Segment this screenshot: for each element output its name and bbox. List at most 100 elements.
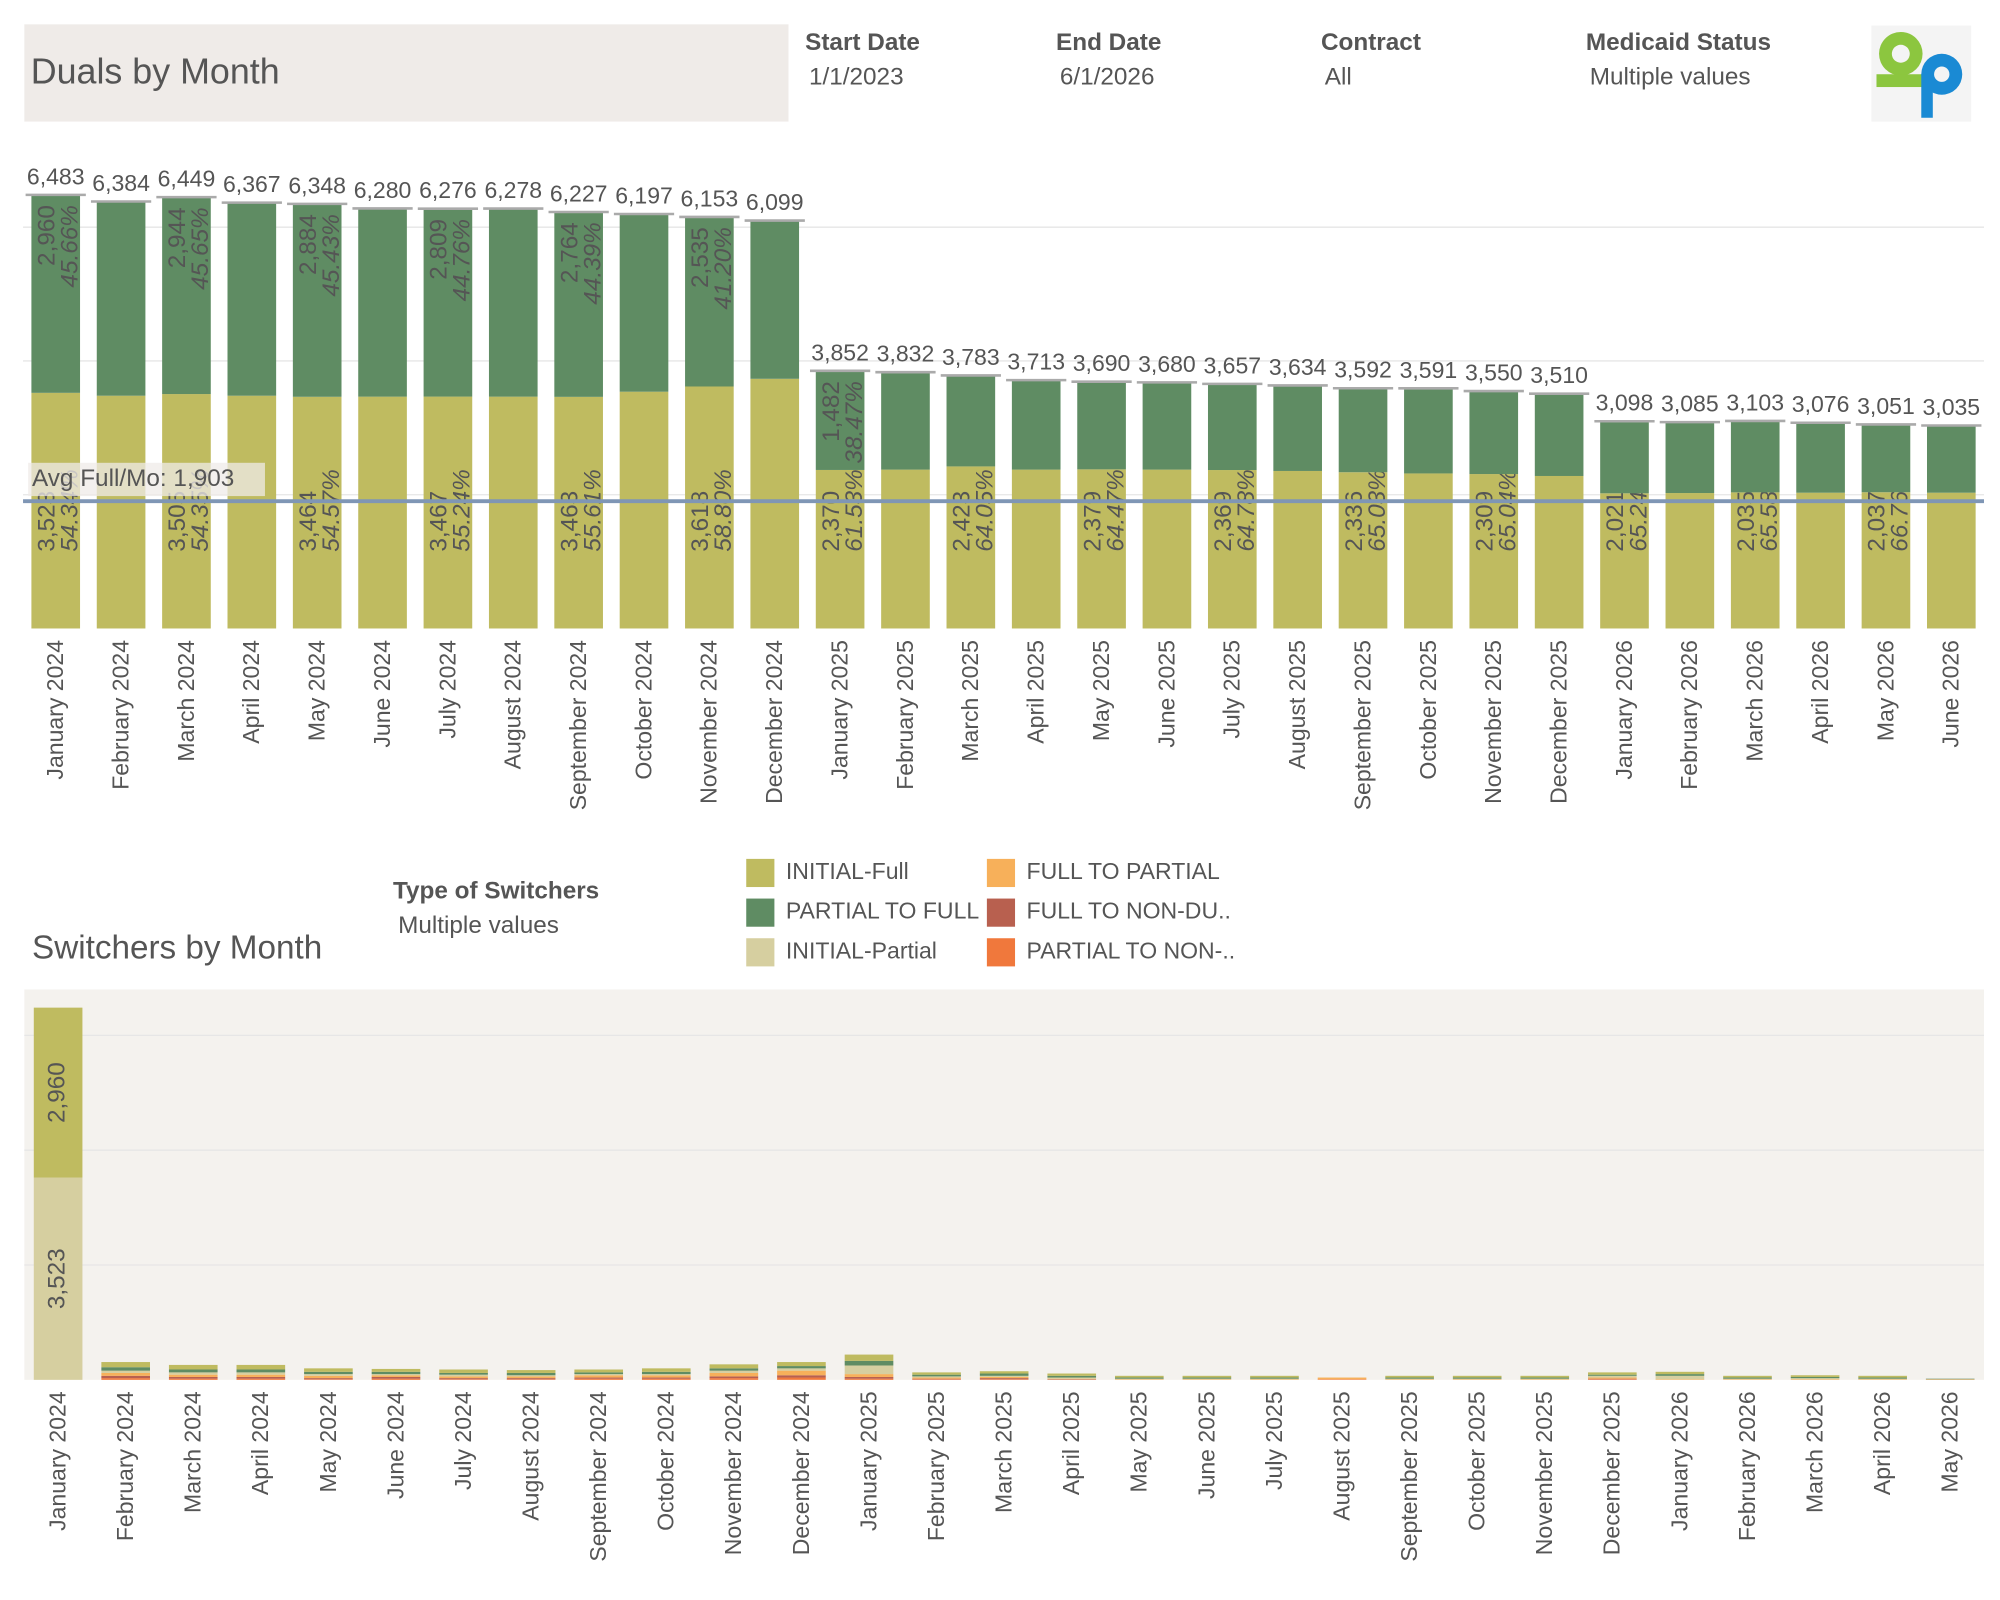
legend-label[interactable]: FULL TO NON-DU.. xyxy=(1027,898,1231,924)
x-tick-label: April 2025 xyxy=(1058,1391,1084,1495)
x-tick-label: December 2024 xyxy=(761,640,787,804)
logo-g-hole xyxy=(1891,44,1910,63)
filter-value[interactable]: All xyxy=(1325,64,1352,91)
bar-segment xyxy=(304,1378,353,1380)
bar-segment xyxy=(1861,492,1911,629)
x-tick-label: February 2024 xyxy=(112,1391,138,1541)
bar-segment xyxy=(979,1378,1029,1380)
legend-swatch[interactable] xyxy=(986,858,1016,888)
bar-segment xyxy=(641,1375,691,1378)
bar-segment xyxy=(1858,1379,1907,1380)
bar-segment xyxy=(168,1378,218,1380)
legend-label[interactable]: PARTIAL TO NON-.. xyxy=(1027,937,1236,963)
bar-segment xyxy=(979,1375,1029,1377)
total-label: 6,227 xyxy=(550,180,608,206)
filter-value[interactable]: 6/1/2026 xyxy=(1060,64,1155,91)
bar-segment xyxy=(1114,1378,1164,1380)
value-label: 3,523 xyxy=(44,1248,71,1309)
filter-value[interactable]: Multiple values xyxy=(1590,64,1751,91)
x-tick-label: April 2026 xyxy=(1807,640,1833,744)
bar-segment xyxy=(777,1377,826,1380)
bar-segment xyxy=(304,1371,353,1375)
bar-segment xyxy=(101,1362,151,1368)
filter-value[interactable]: 1/1/2023 xyxy=(809,64,904,91)
logo xyxy=(1871,25,1972,122)
percent-label: 54.57% xyxy=(318,469,345,551)
legend-label[interactable]: FULL TO PARTIAL xyxy=(1027,858,1220,884)
bar-segment xyxy=(1723,1375,1772,1378)
bar-segment xyxy=(1655,1379,1705,1380)
bar-segment xyxy=(1452,1375,1502,1378)
value-label: 2,809 xyxy=(426,219,453,280)
total-label: 3,076 xyxy=(1792,391,1850,417)
x-tick-label: March 2024 xyxy=(180,1391,206,1513)
bar-segment xyxy=(1077,381,1126,470)
total-label: 3,852 xyxy=(811,339,869,365)
bar-segment xyxy=(1790,1378,1840,1380)
bar-segment xyxy=(709,1372,759,1377)
logo-p-stem xyxy=(1921,74,1933,118)
total-label: 6,483 xyxy=(27,163,85,189)
x-tick-label: November 2025 xyxy=(1531,1391,1557,1555)
legend-swatch[interactable] xyxy=(986,898,1016,927)
x-tick-label: November 2025 xyxy=(1480,640,1506,804)
percent-label: 41.20% xyxy=(710,227,737,309)
total-label: 3,690 xyxy=(1073,350,1131,376)
bar-segment xyxy=(641,1368,691,1372)
x-tick-label: December 2025 xyxy=(1545,640,1571,804)
bar-segment xyxy=(1077,469,1126,629)
x-tick-label: June 2025 xyxy=(1193,1391,1219,1499)
bar-segment xyxy=(101,1378,151,1380)
x-tick-label: October 2024 xyxy=(630,640,656,780)
bar-segment xyxy=(1114,1379,1164,1380)
value-label: 2,960 xyxy=(44,1062,71,1123)
bar-segment xyxy=(815,370,865,470)
x-tick-label: January 2026 xyxy=(1611,640,1637,780)
x-tick-label: June 2024 xyxy=(369,640,395,748)
bar-segment xyxy=(1730,492,1780,629)
bar-segment xyxy=(304,1379,353,1380)
bar-segment xyxy=(1665,493,1715,629)
total-label: 3,550 xyxy=(1465,359,1523,385)
bar-segment xyxy=(1047,1375,1097,1378)
x-tick-label: May 2024 xyxy=(304,640,330,741)
total-label: 3,634 xyxy=(1269,354,1327,380)
legend-swatch[interactable] xyxy=(746,898,775,927)
x-tick-label: August 2025 xyxy=(1284,640,1310,769)
bar-segment xyxy=(1534,393,1584,476)
bar-segment xyxy=(439,1378,488,1380)
bar-segment xyxy=(168,1376,218,1379)
bar-segment xyxy=(168,1369,218,1373)
bar-segment xyxy=(1047,1373,1097,1376)
bar-segment xyxy=(358,208,407,397)
total-label: 6,449 xyxy=(158,166,216,192)
bar-segment xyxy=(709,1364,759,1369)
bar-segment xyxy=(1317,1377,1367,1380)
bar-segment xyxy=(1926,492,1976,629)
legend-swatch[interactable] xyxy=(746,938,775,967)
bar-segment xyxy=(777,1368,826,1371)
bar-segment xyxy=(1250,1379,1299,1380)
bar-segment xyxy=(1404,473,1453,629)
bar-segment xyxy=(641,1374,691,1376)
legend-label[interactable]: INITIAL-Partial xyxy=(786,937,937,963)
filter-value[interactable]: Multiple values xyxy=(398,912,559,939)
bar-segment xyxy=(574,1369,624,1373)
bar-segment xyxy=(292,396,342,629)
legend-swatch[interactable] xyxy=(746,858,775,888)
bar-segment xyxy=(1655,1374,1705,1376)
bar-segment xyxy=(777,1362,826,1367)
legend-label[interactable]: PARTIAL TO FULL xyxy=(786,898,979,924)
legend-label[interactable]: INITIAL-Full xyxy=(786,858,909,884)
x-tick-label: October 2025 xyxy=(1464,1391,1490,1531)
legend-swatch[interactable] xyxy=(986,938,1016,967)
bar-segment xyxy=(750,378,800,629)
bar-segment xyxy=(371,1375,421,1377)
x-tick-label: October 2025 xyxy=(1415,640,1441,780)
bar-segment xyxy=(1469,391,1519,475)
bar-segment xyxy=(979,1371,1029,1374)
bar-segment xyxy=(574,1378,624,1380)
value-label: 2,960 xyxy=(33,205,60,266)
x-tick-label: February 2024 xyxy=(107,640,133,790)
bar-segment xyxy=(1182,1375,1232,1378)
